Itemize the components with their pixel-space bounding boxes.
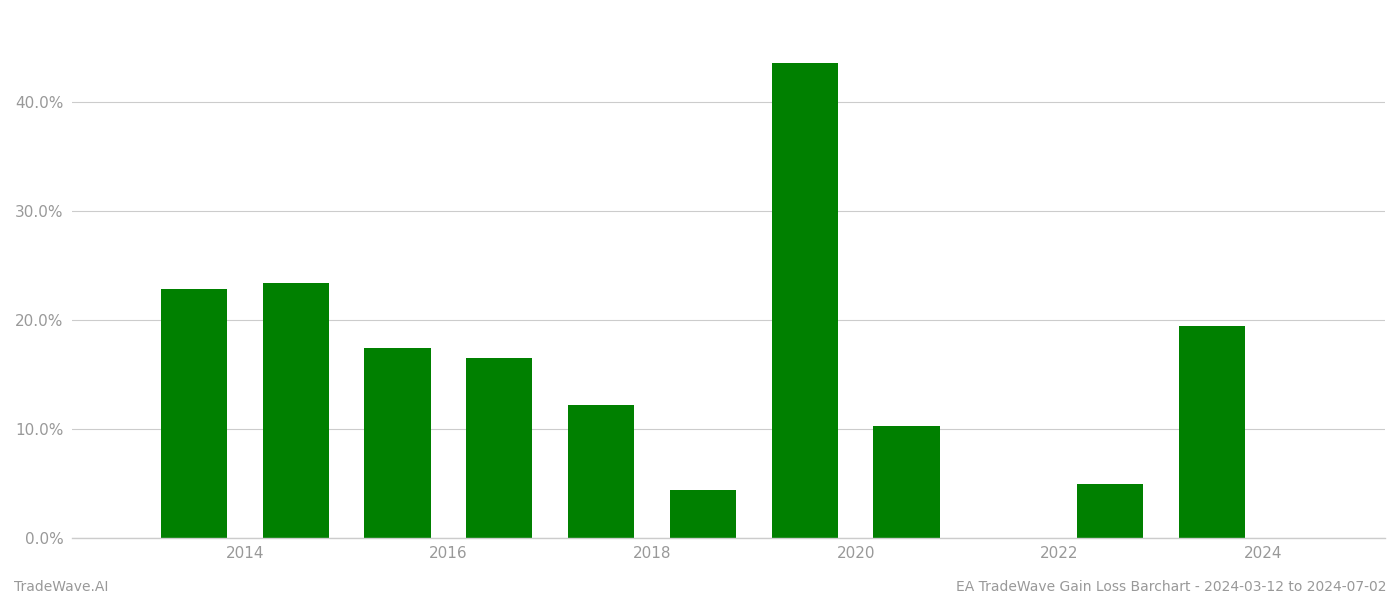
Bar	[1077, 484, 1144, 538]
Bar	[874, 425, 939, 538]
Bar	[1179, 326, 1245, 538]
Bar	[669, 490, 736, 538]
Text: TradeWave.AI: TradeWave.AI	[14, 580, 108, 594]
Text: EA TradeWave Gain Loss Barchart - 2024-03-12 to 2024-07-02: EA TradeWave Gain Loss Barchart - 2024-0…	[955, 580, 1386, 594]
Bar	[364, 348, 431, 538]
Bar	[263, 283, 329, 538]
Bar	[161, 289, 227, 538]
Bar	[466, 358, 532, 538]
Bar	[568, 405, 634, 538]
Bar	[771, 63, 837, 538]
